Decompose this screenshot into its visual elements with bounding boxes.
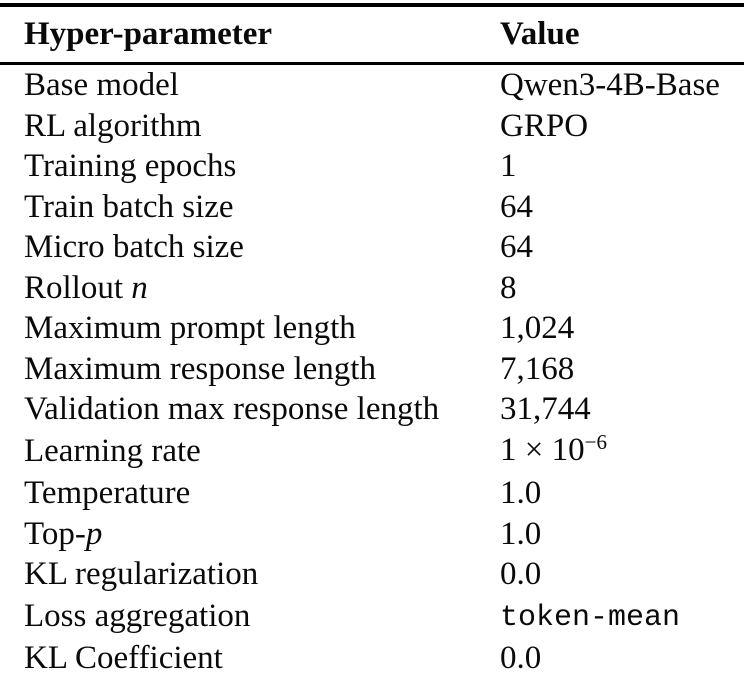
table-row: Loss aggregation token-mean [0,595,744,639]
param-cell: Validation max response length [0,389,500,430]
cell-text-segment: 1.0 [500,515,542,552]
cell-text-segment: 64 [500,188,533,225]
column-header-hyper-parameter: Hyper-parameter [0,5,500,65]
cell-text-segment: Top- [24,515,86,552]
value-cell: Qwen3-4B-Base [500,64,744,106]
param-cell: Train batch size [0,187,500,228]
value-cell: token-mean [500,595,744,639]
cell-text-segment: Qwen3-4B-Base [500,67,720,103]
cell-text-segment: Loss aggregation [24,598,251,634]
cell-text-segment: GRPO [500,107,589,144]
table-row: Validation max response length 31,744 [0,389,744,430]
value-cell: 1 [500,146,744,187]
table-row: Maximum response length 7,168 [0,349,744,390]
table-row: RL algorithm GRPO [0,106,744,147]
cell-text-segment: KL regularization [24,556,259,592]
table-row: Maximum prompt length 1,024 [0,308,744,349]
table-body: Base model Qwen3-4B-Base RL algorithm GRPO T… [0,64,744,679]
cell-text-segment: 1.0 [500,475,542,511]
cell-text-segment: RL algorithm [24,107,202,144]
value-cell: 1,024 [500,308,744,349]
table-row: Micro batch size 64 [0,227,744,268]
value-cell: 1.0 [500,514,744,555]
table-row: Base model Qwen3-4B-Base [0,64,744,106]
value-cell: 7,168 [500,349,744,390]
cell-text-segment: 1 [500,148,517,184]
cell-text-segment: Base model [24,67,179,103]
value-cell: 64 [500,187,744,228]
cell-text-segment: 1,024 [500,310,575,346]
column-header-value: Value [500,5,744,65]
cell-text-segment: KL Coefficient [24,640,223,676]
header-row: Hyper-parameter Value [0,5,744,65]
param-cell: Training epochs [0,146,500,187]
cell-text-segment: 1 × 10 [500,431,585,468]
value-cell: 1 × 10−6 [500,430,744,474]
cell-text-segment: Validation max response length [24,391,440,427]
param-cell: Learning rate [0,430,500,474]
value-cell: 1.0 [500,473,744,514]
table-header: Hyper-parameter Value [0,5,744,65]
cell-text-segment: Learning rate [24,433,201,469]
cell-text-segment: 8 [500,269,517,306]
value-cell: 8 [500,268,744,309]
cell-text-segment: 7,168 [500,350,575,387]
param-cell: RL algorithm [0,106,500,147]
param-cell: Top-p [0,514,500,555]
value-cell: 64 [500,227,744,268]
value-cell: 31,744 [500,389,744,430]
cell-text-segment: Maximum response length [24,350,376,387]
cell-text-segment: n [131,269,148,306]
cell-text-segment: p [85,515,103,552]
cell-text-segment: 64 [500,229,533,265]
param-cell: Maximum prompt length [0,308,500,349]
param-cell: KL regularization [0,554,500,595]
table-row: KL regularization 0.0 [0,554,744,595]
value-cell: 0.0 [500,638,744,679]
value-cell: 0.0 [500,554,744,595]
hyperparameter-table: Hyper-parameter Value Base model Qwen3-4B… [0,3,744,679]
param-cell: Rollout n [0,268,500,309]
cell-text-segment: Temperature [24,475,191,511]
value-cell: GRPO [500,106,744,147]
cell-text-segment: Maximum prompt length [24,310,356,346]
table-row: Temperature 1.0 [0,473,744,514]
param-cell: Micro batch size [0,227,500,268]
cell-text-segment: Training epochs [24,148,237,184]
param-cell: KL Coefficient [0,638,500,679]
cell-text-segment: Micro batch size [24,229,244,265]
table-row: Train batch size 64 [0,187,744,228]
cell-text-segment: 0.0 [500,640,542,676]
table-row: KL Coefficient 0.0 [0,638,744,679]
param-cell: Base model [0,64,500,106]
cell-text-segment: 0.0 [500,556,542,592]
table-row: Top-p 1.0 [0,514,744,555]
table-row: Training epochs 1 [0,146,744,187]
cell-text-segment: token-mean [500,600,681,635]
cell-text-segment: Rollout [24,269,132,306]
param-cell: Loss aggregation [0,595,500,639]
cell-text-segment: Train batch size [24,188,234,225]
cell-text-segment: 31,744 [500,391,591,427]
table-row: Learning rate 1 × 10−6 [0,430,744,474]
param-cell: Maximum response length [0,349,500,390]
cell-text-segment: −6 [584,429,607,454]
param-cell: Temperature [0,473,500,514]
